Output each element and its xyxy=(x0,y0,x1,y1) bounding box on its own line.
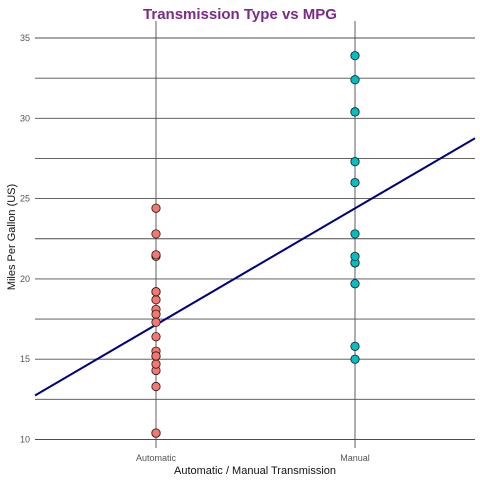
x-tick-label: Manual xyxy=(340,453,370,463)
data-point-manual xyxy=(350,75,360,85)
data-point-automatic xyxy=(151,332,161,342)
y-tick-label: 30 xyxy=(20,113,30,123)
data-point-automatic xyxy=(151,295,161,305)
data-point-automatic xyxy=(151,351,161,361)
data-point-automatic xyxy=(151,428,161,438)
x-tick-label: Automatic xyxy=(136,453,177,463)
data-point-manual xyxy=(350,354,360,364)
y-tick-label: 35 xyxy=(20,33,30,43)
y-tick-label: 15 xyxy=(20,354,30,364)
data-point-automatic xyxy=(151,250,161,260)
chart-title: Transmission Type vs MPG xyxy=(143,6,337,23)
data-point-automatic xyxy=(151,359,161,369)
y-tick-label: 25 xyxy=(20,194,30,204)
x-tick-labels: Automatic Manual xyxy=(136,453,370,463)
data-point-automatic xyxy=(151,381,161,392)
data-point-manual xyxy=(350,251,360,262)
y-tick-label: 10 xyxy=(20,435,30,445)
x-axis-label: Automatic / Manual Transmission xyxy=(173,465,336,477)
data-point-manual xyxy=(350,279,360,289)
data-point-automatic xyxy=(151,229,161,239)
y-tick-label: 20 xyxy=(20,274,30,284)
data-point-automatic xyxy=(151,287,161,297)
data-point-manual xyxy=(350,177,360,188)
data-point-manual xyxy=(350,341,360,351)
data-point-automatic xyxy=(151,309,161,319)
data-point-manual xyxy=(350,107,360,117)
grid-lines xyxy=(35,37,475,440)
regression-line-layer xyxy=(34,137,476,397)
data-point-manual xyxy=(350,229,360,239)
vertical-grid-lines xyxy=(155,21,356,448)
data-points xyxy=(151,51,360,438)
regression-line xyxy=(34,137,476,397)
y-axis-label-text: Miles Per Gallon (US) xyxy=(6,183,18,291)
data-point-manual xyxy=(350,51,360,61)
data-point-automatic xyxy=(151,203,161,213)
data-point-manual xyxy=(350,157,360,167)
y-tick-labels: 10 15 20 25 30 35 xyxy=(20,33,30,445)
data-point-automatic xyxy=(151,317,161,327)
